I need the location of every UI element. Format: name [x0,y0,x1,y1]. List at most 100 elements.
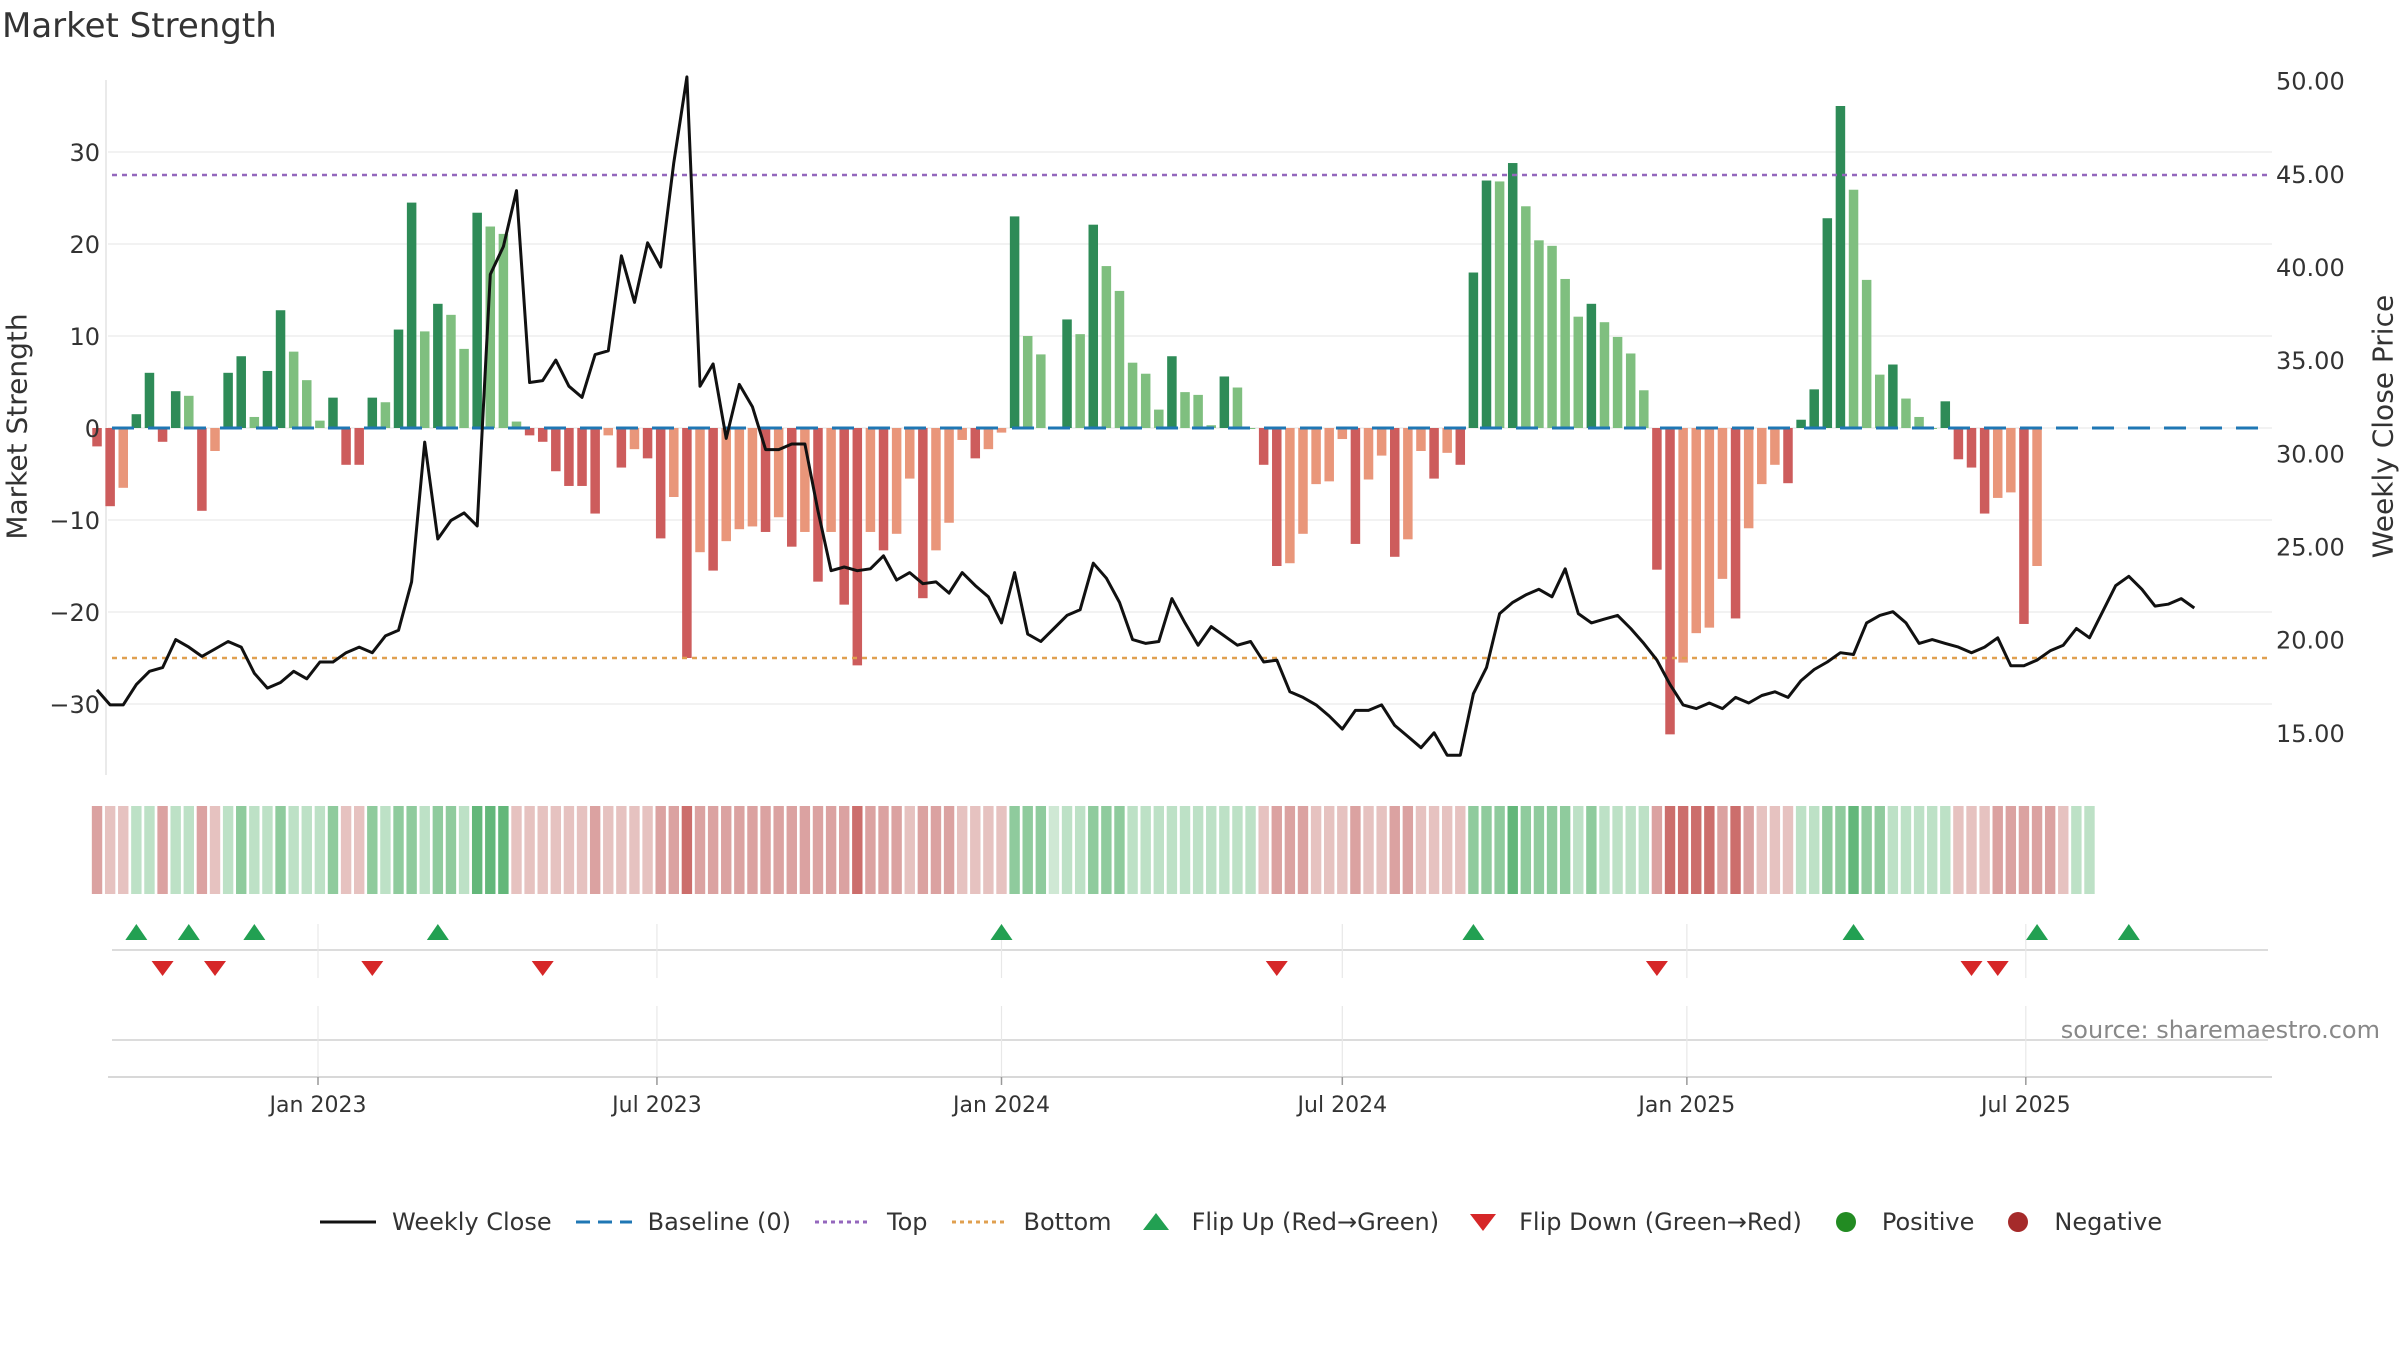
legend-label: Bottom [1023,1208,1112,1236]
heat-cell [589,806,601,894]
heat-cell [1245,806,1256,894]
heat-cell [865,806,876,894]
strength-bar [511,421,522,428]
heat-cell [537,806,548,894]
heat-cell [1612,806,1623,894]
strength-bar [170,391,181,428]
heat-cell [2031,806,2043,894]
strength-bar [800,428,810,532]
heat-cell [288,806,299,894]
heat-cell [1441,806,1453,894]
y-tick-label: −20 [49,599,100,627]
strength-bar [1507,163,1518,429]
strength-bar [328,397,338,428]
flip-markers [112,924,2268,1076]
heat-cell [1874,806,1885,894]
dotted-line-swatch-icon [815,1220,872,1224]
flip-down-marker [1960,961,1983,976]
legend-label: Negative [2054,1208,2163,1236]
strength-bar [865,428,876,532]
heat-cell [1468,806,1479,894]
strength-bar [1324,428,1334,482]
strength-bar [498,233,509,428]
strength-bar [1389,428,1400,557]
strength-bar [275,310,286,428]
heat-cell [1219,806,1230,894]
heat-cell [104,806,116,894]
heat-cell [1179,806,1191,894]
reference-lines [112,173,2272,660]
flip-up-marker [1462,924,1485,940]
heat-cell [1258,806,1269,894]
strength-bar [603,428,614,436]
strength-bar [1429,428,1439,479]
heat-cell [1743,806,1754,894]
strength-bar [1757,428,1767,485]
strength-bar [105,428,115,507]
strength-bar [1481,180,1492,428]
strength-bar [564,428,574,486]
strength-bar [2006,428,2016,493]
heat-strip [91,806,2095,894]
heat-cell [747,806,758,894]
strength-bar [931,428,941,551]
strength-bar [302,380,312,428]
legend-weekly-close: Weekly Close [318,1208,552,1236]
y2-tick-label: 20.00 [2276,627,2345,655]
heat-cell [1717,806,1728,894]
flip-down-marker [204,961,227,976]
heat-cell [1310,806,1322,894]
heat-cell [1835,806,1846,894]
strength-bar [1770,428,1780,465]
strength-bar [1612,336,1623,428]
strength-bar [1285,428,1295,564]
heat-cell [1809,806,1820,894]
y-tick-label: −10 [49,507,100,535]
flip-up-marker [125,924,148,940]
strength-bar [236,356,246,428]
heat-cell [445,806,457,894]
strength-bar [1573,316,1584,428]
legend-label: Baseline (0) [647,1208,792,1236]
strength-bar [537,428,548,442]
source-note: source: sharemaestro.com [2060,1016,2380,1044]
heat-cell [1533,806,1545,894]
strength-bar [367,397,378,428]
heat-cell [353,806,365,894]
heat-cell [1940,806,1951,894]
strength-bar [433,303,443,428]
x-tick-label: Jan 2023 [268,1093,367,1118]
strength-bar [1311,428,1321,485]
strength-bar [1586,303,1597,428]
strength-bar [131,414,142,428]
heat-cell [799,806,811,894]
strength-bar [1809,389,1819,428]
strength-bar [262,370,273,428]
heat-cell [209,806,221,894]
strength-bar [1625,353,1636,428]
strength-bar [1009,216,1020,428]
heat-cell [432,806,444,894]
heat-cell [1546,806,1558,894]
strength-bar [1127,362,1138,428]
flip-up-marker [990,924,1013,940]
axes-layer: −30 −20 −10 0 10 20 30 15.00 20.00 25.00 30.00 35.0… [49,68,2344,748]
strength-bar [852,428,863,666]
dotted-line-swatch-icon [951,1220,1008,1224]
strength-bar [1822,218,1833,428]
heat-cell [471,806,483,894]
x-tick-label: Jan 2025 [1636,1093,1735,1118]
strength-bar [1875,374,1885,428]
strength-bar [1363,428,1374,480]
strength-bar [1468,272,1479,428]
heat-cell [629,806,640,894]
heat-cell [1651,806,1663,894]
strength-bar [1560,278,1570,428]
heat-cell [1061,806,1073,894]
heat-cell [2044,806,2056,894]
legend-label: Weekly Close [392,1208,552,1236]
heat-cell [1389,806,1400,894]
heat-cell [1559,806,1571,894]
heat-cell [576,806,588,894]
heat-cell [367,806,378,894]
